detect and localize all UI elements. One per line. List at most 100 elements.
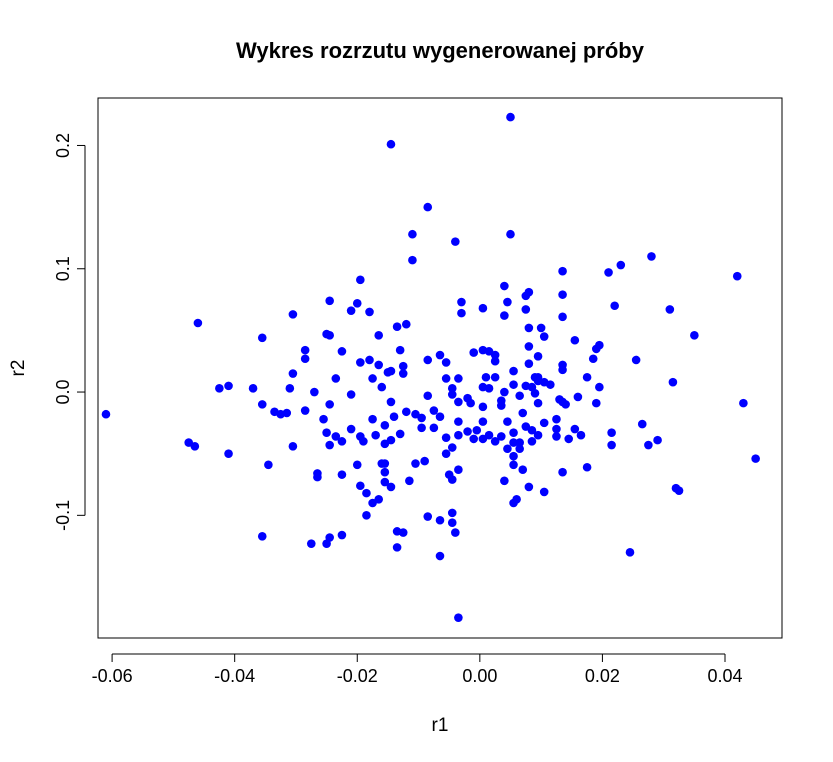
data-point [288,441,298,451]
data-point [435,551,445,561]
x-tick-label: 0.02 [585,666,620,686]
data-point [386,435,396,445]
data-point [570,335,580,345]
data-point [380,421,390,430]
data-point [337,470,347,479]
data-point [552,414,561,424]
data-point [509,366,518,376]
data-point [435,350,445,360]
data-point [582,372,592,382]
data-point [306,539,316,548]
data-point [337,347,347,356]
data-points [101,112,760,622]
data-point [503,417,512,426]
data-point [469,348,479,357]
data-point [524,359,534,368]
data-point [674,486,684,495]
data-point [447,475,457,484]
data-point [346,424,356,434]
data-point [389,412,399,421]
data-point [365,355,374,365]
data-point [490,356,500,366]
data-point [506,229,515,239]
data-point [368,414,377,424]
data-point [644,440,653,450]
data-point [380,467,390,477]
data-point [527,437,537,446]
data-point [401,407,411,417]
data-point [423,391,433,401]
data-point [552,432,561,441]
data-point [365,307,374,317]
data-point [420,456,429,466]
plot-frame [97,97,783,639]
x-axis-label: r1 [432,715,449,736]
data-point [447,443,457,452]
chart-title: Wykres rozrzutu wygenerowanej próby [236,38,645,63]
data-point [337,530,347,540]
data-point [690,331,699,340]
data-point [515,391,524,401]
data-point [300,354,310,364]
data-point [490,350,500,360]
data-point [509,451,518,461]
data-point [637,419,647,429]
data-point [552,424,561,434]
x-tick-label: 0.00 [462,666,497,686]
data-point [466,398,475,408]
data-point [441,449,451,458]
data-point [558,365,567,375]
data-point [359,437,368,446]
data-point [325,400,334,409]
data-point [447,518,457,528]
data-point [377,382,387,392]
data-point [356,481,365,491]
data-point [454,417,463,426]
data-point [751,454,760,463]
data-point [561,400,570,409]
data-point [184,438,194,447]
data-point [668,377,678,387]
data-point [653,435,662,445]
data-point [429,406,439,415]
data-point [509,428,518,438]
data-point [478,402,488,412]
data-point [257,333,267,343]
data-point [392,322,402,331]
data-point [558,266,567,276]
data-point [509,380,518,389]
data-point [423,202,433,212]
data-point [533,351,543,361]
data-point [524,323,534,333]
data-point [732,271,742,281]
data-point [496,432,506,441]
data-point [558,290,567,299]
data-point [398,361,408,371]
data-point [515,444,524,454]
data-point [506,112,515,122]
x-tick-label: -0.02 [337,666,378,686]
data-point [454,430,463,440]
data-point [248,384,258,393]
data-point [398,369,408,378]
data-point [524,342,534,351]
data-point [607,428,616,438]
data-point [447,384,457,393]
data-point [564,434,574,444]
data-point [270,407,279,417]
x-tick-label: -0.06 [92,666,133,686]
data-point [625,548,635,557]
data-point [331,374,341,383]
data-point [337,437,347,446]
data-point [595,382,604,392]
data-point [457,297,466,307]
data-point [665,305,675,314]
data-point [395,429,405,439]
data-point [310,387,319,397]
data-point [518,465,528,475]
data-point [527,425,537,435]
data-point [457,308,466,318]
data-point [496,401,506,410]
data-point [509,498,518,508]
